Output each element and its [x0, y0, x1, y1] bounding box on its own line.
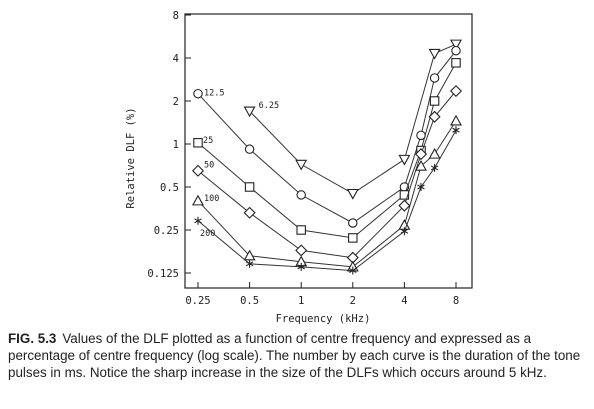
- star-stroke: [297, 264, 305, 270]
- data-point-triangle-down: [346, 188, 359, 200]
- data-point-triangle-down: [398, 154, 411, 166]
- series-200: [194, 126, 460, 275]
- data-point-triangle-up: [192, 194, 204, 206]
- data-point-square: [296, 225, 306, 235]
- series-label: 25: [203, 136, 213, 146]
- star-stroke: [245, 261, 254, 267]
- series-label: 6.25: [259, 101, 279, 111]
- series-6-25: [243, 39, 462, 200]
- data-point-diamond: [295, 244, 308, 257]
- data-point-diamond: [428, 110, 441, 123]
- y-axis: 0.125 0.25 0.5 1 2 4 8: [147, 10, 191, 280]
- y-tick-label: 0.125: [147, 268, 179, 280]
- star-stroke: [417, 184, 425, 190]
- data-point-star: [297, 262, 305, 271]
- data-point-diamond: [243, 206, 256, 219]
- series-line: [197, 90, 457, 259]
- star-stroke: [452, 127, 460, 133]
- data-point-square: [244, 182, 255, 192]
- y-tick-label: 4: [173, 53, 179, 65]
- series-50: [191, 84, 463, 264]
- data-point-circle: [348, 218, 358, 228]
- data-point-circle: [193, 88, 203, 99]
- star-stroke: [400, 228, 409, 234]
- data-point-star: [400, 227, 409, 236]
- data-point-star: [349, 266, 357, 275]
- series-layer: [191, 39, 463, 275]
- data-point-square: [399, 190, 410, 200]
- data-point-triangle-up: [428, 147, 441, 159]
- data-point-triangle-down: [428, 48, 441, 60]
- y-tick-label: 0.5: [160, 182, 179, 194]
- data-point-triangle-down: [450, 39, 462, 51]
- figure-label: FIG. 5.3: [8, 331, 57, 346]
- series-line: [197, 129, 457, 272]
- y-axis-label: Relative DLF (%): [125, 107, 137, 208]
- data-point-diamond: [414, 148, 428, 161]
- y-tick-label: 2: [173, 96, 179, 108]
- data-point-circle: [429, 73, 440, 83]
- x-tick-label: 4: [401, 295, 407, 307]
- data-point-diamond: [398, 199, 411, 212]
- data-point-diamond: [449, 84, 463, 98]
- x-tick-label: 2: [350, 295, 356, 307]
- data-point-star: [452, 126, 460, 135]
- data-point-square: [193, 138, 203, 148]
- data-point-star: [417, 183, 425, 191]
- series-line: [197, 120, 457, 268]
- series-label: 100: [204, 194, 219, 204]
- series-labels: 6.25 12.5 25 50 100 200: [200, 89, 279, 239]
- data-point-triangle-down: [295, 159, 308, 171]
- x-tick-label: 1: [298, 295, 304, 307]
- data-point-circle: [244, 144, 255, 154]
- data-point-star: [194, 216, 202, 225]
- plot-area: [184, 13, 473, 289]
- series-line: [197, 50, 457, 224]
- y-tick-label: 1: [173, 139, 179, 151]
- series-label: 12.5: [204, 89, 224, 99]
- star-stroke: [349, 268, 357, 274]
- y-tick-label: 0.25: [154, 225, 179, 237]
- data-point-triangle-up: [450, 114, 462, 126]
- data-point-circle: [296, 190, 306, 200]
- figure-caption: FIG. 5.3 Values of the DLF plotted as a f…: [8, 330, 586, 381]
- data-point-diamond: [191, 164, 205, 177]
- dlf-chart: 0.25 0.5 1 2 4 8 0.125 0.25 0.5 1 2 4 8 6.25 12.5 25 5…: [125, 10, 473, 325]
- x-tick-label: 8: [453, 295, 459, 307]
- y-tick-label: 8: [173, 10, 179, 22]
- series-line: [197, 62, 457, 239]
- x-axis-label: Frequency (kHz): [276, 313, 371, 325]
- x-tick-label: 0.25: [185, 295, 210, 307]
- caption-text: Values of the DLF plotted as a function …: [8, 331, 581, 380]
- star-stroke: [194, 218, 202, 224]
- data-point-square: [451, 58, 461, 68]
- data-point-square: [429, 96, 440, 106]
- x-tick-label: 0.5: [240, 295, 259, 307]
- data-point-triangle-up: [415, 159, 427, 171]
- x-axis: 0.25 0.5 1 2 4 8: [185, 282, 459, 307]
- data-point-triangle-down: [243, 106, 256, 118]
- data-point-circle: [451, 45, 461, 56]
- data-point-star: [245, 259, 254, 268]
- star-stroke: [430, 165, 439, 171]
- series-label: 200: [200, 229, 215, 239]
- series-label: 50: [204, 161, 214, 171]
- data-point-star: [430, 163, 439, 172]
- data-point-square: [348, 233, 358, 243]
